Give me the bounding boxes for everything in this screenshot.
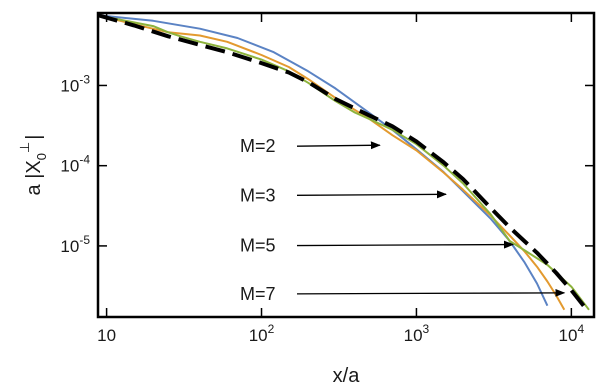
annotation-arrow-1 (296, 141, 381, 150)
annotation-label-4: M=7 (240, 284, 276, 304)
plot-frame (96, 11, 596, 319)
x-tick-label-4: 104 (559, 322, 585, 345)
y-tick-label-1: 10-3 (60, 72, 90, 95)
y-tick-label-2: 10-4 (60, 153, 90, 176)
x-tick-label-2: 102 (249, 322, 275, 345)
y-axis-label-sub: 0 (34, 153, 49, 160)
y-axis-label-suffix: | (23, 135, 45, 140)
x-tick-label-3: 103 (404, 322, 430, 345)
annotation-arrow-2 (296, 190, 447, 199)
annotation-label-3: M=5 (240, 236, 276, 256)
y-axis-label: a |X0⊥ | (17, 135, 49, 196)
series-line-4 (98, 13, 586, 307)
annotation-label-2: M=3 (240, 185, 276, 205)
annotation-arrow-3 (296, 240, 514, 249)
annotation-label-1: M=2 (240, 136, 276, 156)
y-tick-label-3: 10-5 (60, 233, 90, 256)
y-axis-label-prefix: a |X (23, 160, 45, 195)
annotation-arrow-4 (296, 288, 566, 297)
x-axis-label: x/a (333, 365, 361, 387)
y-axis-label-sup: ⊥ (17, 142, 32, 153)
tick-layer: 10 102 103 104 10-3 10-4 10-5 (60, 13, 594, 345)
series-line-3 (98, 14, 590, 311)
series-line-1 (98, 14, 549, 307)
x-tick-label-1: 10 (97, 326, 116, 345)
series-layer (98, 13, 590, 311)
annotation-layer: M=2 M=3 M=5 M=7 (240, 136, 566, 304)
series-line-2 (98, 14, 566, 311)
